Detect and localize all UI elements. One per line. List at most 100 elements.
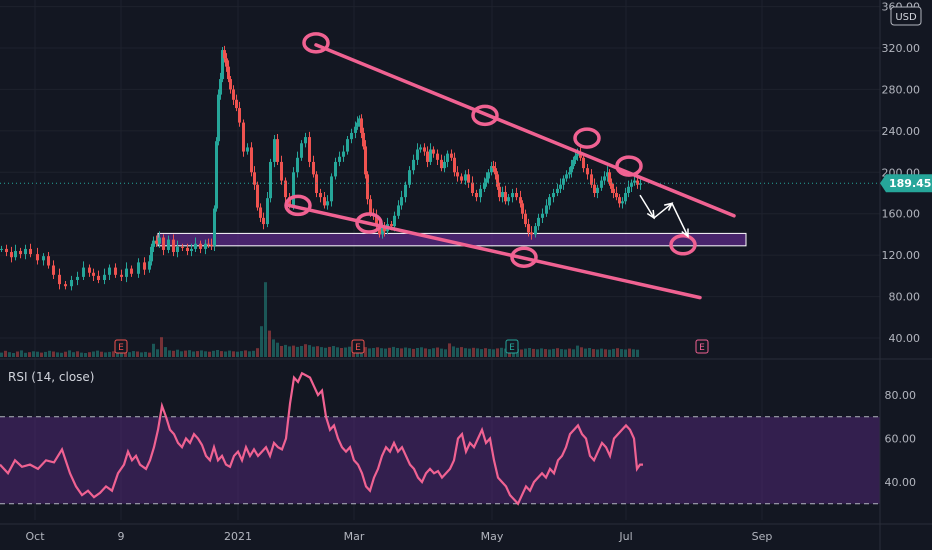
circle-marker[interactable] [302,32,330,54]
volume-bar [412,348,415,357]
volume-bar [480,349,483,357]
candle [42,253,45,266]
candle [362,127,365,150]
circle-marker[interactable] [669,234,697,256]
volume-bars [0,282,639,357]
candle-body [621,201,624,204]
candle-body [172,239,175,253]
candle-body [308,137,311,162]
volume-bar [272,339,275,357]
forecast-arrow-path[interactable] [639,194,689,237]
circle-marker[interactable] [284,194,312,217]
circle-marker[interactable] [573,127,601,149]
candle [541,208,544,224]
candle-body [235,99,238,109]
x-tick-label: Oct [25,530,45,543]
rsi-line[interactable] [0,371,643,506]
volume-bar [468,348,471,357]
candle-body [225,58,228,67]
earnings-marker[interactable]: E [695,339,709,354]
candle [366,171,369,205]
volume-bar [284,344,287,357]
candle [176,240,179,258]
volume-bar [92,351,95,357]
candle-body [572,159,575,167]
circle-marker[interactable] [510,246,538,268]
candle-body [88,267,91,273]
candle-body [319,193,322,198]
support-zone[interactable] [157,232,747,247]
currency-badge[interactable]: USD [890,6,922,26]
volume-bar [188,350,191,357]
candle [242,119,245,157]
candle-body [487,172,490,179]
candle [276,133,279,166]
volume-bar [244,350,247,357]
volume-bar [524,348,527,357]
candle-body [390,224,393,227]
candle-body [615,193,618,198]
circle-marker[interactable] [471,104,499,127]
volume-bar [16,351,19,357]
candle [608,169,611,186]
volume-bar [612,348,615,357]
candle [219,72,222,100]
candle-body [565,174,568,179]
candle [612,183,615,199]
candle [565,170,568,182]
candle-body [404,184,407,198]
candle-body [125,268,128,277]
volume-bar [192,351,195,357]
candle [467,169,470,188]
candle-body [471,182,474,193]
candle-body [504,191,507,202]
candle-body [186,247,189,251]
candle-body [419,147,422,150]
resistance-trendline[interactable] [314,43,736,218]
rsi-tick-label: 40.00 [885,476,917,489]
candle-body [393,215,396,227]
candlesticks [0,45,642,291]
candle-body [97,275,100,280]
candle-body [273,139,276,162]
circle-marker[interactable] [615,155,643,177]
earnings-badge[interactable] [695,339,709,354]
candle-body [440,159,443,169]
volume-bar [320,347,323,357]
candle-body [524,213,527,225]
earnings-marker[interactable]: E [351,339,365,354]
volume-bar [172,350,175,357]
candle-body [574,155,577,160]
candle [423,143,426,156]
volume-bar [472,347,475,357]
earnings-badge[interactable] [351,339,365,354]
volume-bar [312,346,315,357]
candle [492,160,495,173]
candle-body [618,197,621,204]
candle [52,260,55,279]
candle [64,281,67,290]
volume-bar [24,352,27,357]
currency-box[interactable] [890,6,922,26]
candle-body [453,157,456,173]
candle [548,194,551,210]
earnings-badge[interactable] [114,339,128,354]
candle-body [42,256,45,261]
candle [227,60,230,83]
candle [545,199,548,217]
candle-body [176,246,179,253]
earnings-badge[interactable] [505,339,519,354]
support-trendline[interactable] [287,203,702,300]
last-price-tag: 189.45 [880,174,932,193]
candle-body [108,267,111,275]
volume-bar [216,350,219,357]
circle-marker[interactable] [355,212,383,234]
dividend-marker[interactable]: E [505,339,519,354]
candle-body [269,161,272,199]
candle [501,186,504,203]
candle [148,255,151,273]
candle-body [162,237,165,250]
volume-bar [564,349,567,357]
earnings-marker[interactable]: E [114,339,128,354]
